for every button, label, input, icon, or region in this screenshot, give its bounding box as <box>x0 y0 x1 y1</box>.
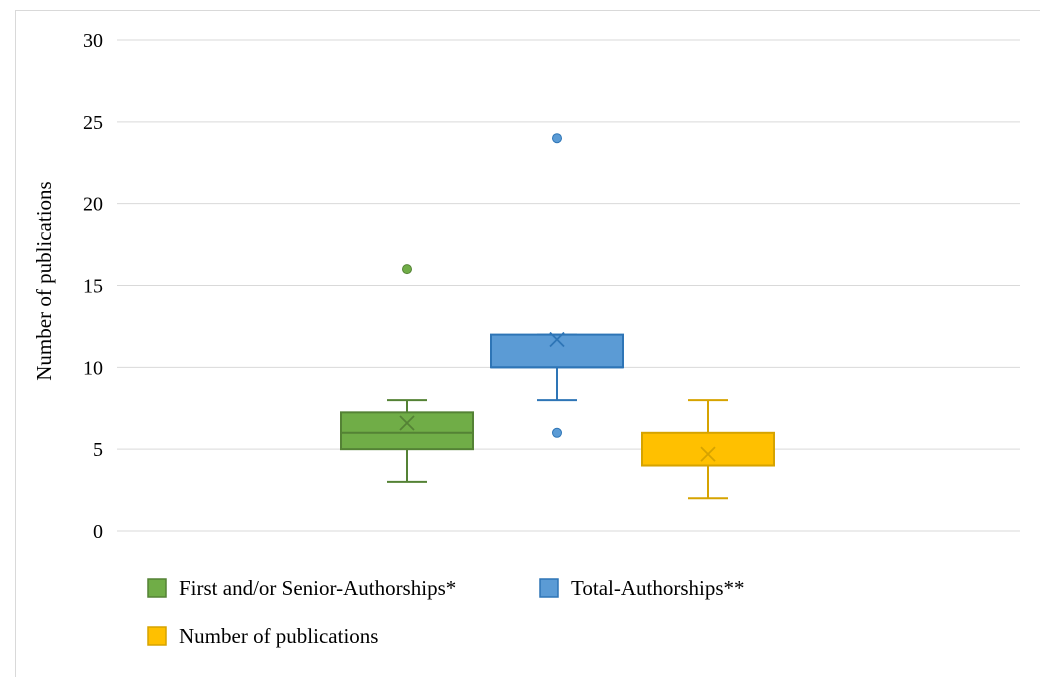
outlier-point <box>552 427 562 438</box>
y-tick-label: 0 <box>93 521 103 543</box>
mean-marker-stroke-b <box>700 446 716 462</box>
legend-swatch-3 <box>147 626 167 646</box>
legend-label-2: Total-Authorships** <box>571 576 745 600</box>
box-series-3 <box>641 399 775 500</box>
chart-frame <box>15 10 1040 677</box>
y-tick-label: 10 <box>83 357 103 379</box>
y-tick-label: 25 <box>83 112 103 134</box>
legend-label-3: Number of publications <box>179 624 378 648</box>
box-series-1 <box>340 264 474 483</box>
mean-marker-stroke-b <box>549 331 565 348</box>
gridlines <box>117 39 1020 532</box>
outlier-point <box>402 264 412 275</box>
legend-swatch-2 <box>539 578 559 598</box>
box-series <box>340 133 775 500</box>
y-tick-label: 5 <box>93 439 103 461</box>
y-tick-label: 30 <box>83 30 103 52</box>
iqr-box <box>641 431 775 467</box>
y-axis-title: Number of publications <box>32 181 56 380</box>
iqr-box <box>340 411 474 451</box>
legend: First and/or Senior-Authorships* Total-Au… <box>147 576 745 648</box>
outlier-point <box>552 133 562 144</box>
mean-marker-stroke-b <box>399 415 415 431</box>
box-series-2 <box>490 133 624 438</box>
y-tick-label: 20 <box>83 194 103 216</box>
legend-label-1: First and/or Senior-Authorships* <box>179 576 456 600</box>
legend-swatch-1 <box>147 578 167 598</box>
y-tick-label: 15 <box>83 276 103 298</box>
y-tick-labels: 0 5 10 15 20 25 30 <box>83 30 103 543</box>
